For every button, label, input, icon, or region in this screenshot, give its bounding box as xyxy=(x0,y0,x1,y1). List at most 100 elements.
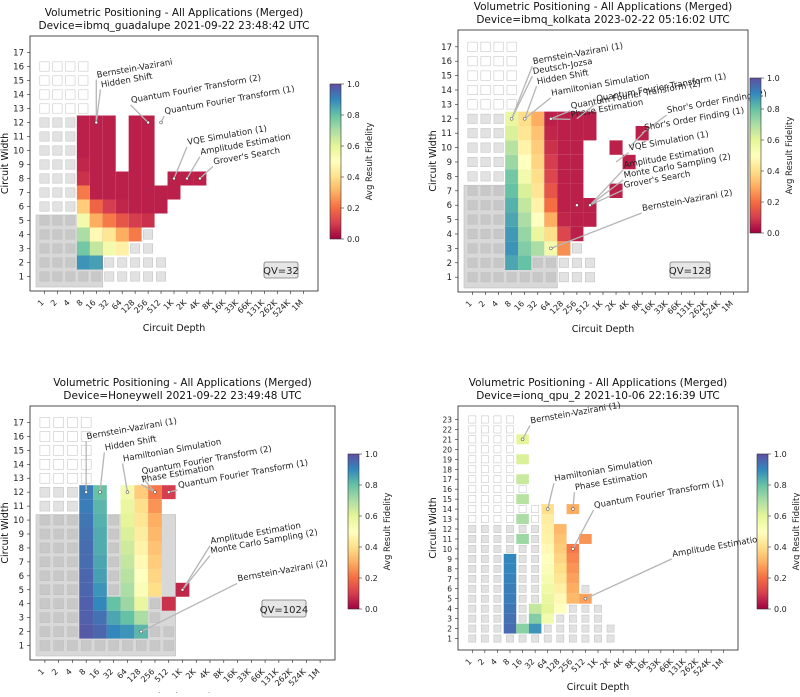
grid-box xyxy=(53,598,64,609)
grid-box xyxy=(468,445,477,454)
grid-box xyxy=(52,103,63,114)
grid-box xyxy=(117,257,128,268)
chart-panel-1: Volumetric Positioning - All Application… xyxy=(0,7,375,334)
grid-box xyxy=(65,131,76,142)
fidelity-cell xyxy=(128,171,142,186)
grid-box xyxy=(53,431,64,442)
x-tick-label: 1M xyxy=(307,667,322,682)
fidelity-cell xyxy=(557,140,571,155)
y-tick-label: 20 xyxy=(442,445,452,454)
annotation-leader xyxy=(550,118,571,121)
fidelity-cell xyxy=(106,624,121,639)
grid-box xyxy=(519,272,530,283)
colorbar-tick-label: 0.4 xyxy=(774,543,787,552)
fidelity-cell xyxy=(505,241,519,256)
grid-box xyxy=(108,542,119,554)
colorbar-tick-label: 1.0 xyxy=(365,450,378,459)
fidelity-cell xyxy=(93,540,107,555)
grid-box xyxy=(67,486,78,498)
fidelity-cell xyxy=(79,582,94,597)
grid-box xyxy=(481,485,489,494)
grid-box xyxy=(53,612,64,623)
grid-box xyxy=(53,528,64,540)
app-marker xyxy=(159,120,163,125)
annotation-leader xyxy=(99,452,106,493)
grid-box xyxy=(506,41,517,52)
grid-box xyxy=(493,574,502,583)
y-tick-label: 1 xyxy=(19,642,24,652)
fidelity-cell xyxy=(570,183,584,198)
grid-box xyxy=(493,415,502,424)
fidelity-cell xyxy=(148,527,162,541)
grid-box xyxy=(493,243,504,254)
app-marker xyxy=(172,176,176,181)
grid-box xyxy=(493,56,504,67)
grid-box xyxy=(65,159,76,170)
grid-box xyxy=(39,243,50,254)
colorbar-tick-label: 0.6 xyxy=(767,136,780,145)
fidelity-cell xyxy=(544,226,558,242)
grid-box xyxy=(468,574,477,583)
fidelity-cell xyxy=(518,212,532,227)
grid-box xyxy=(531,555,539,563)
grid-box xyxy=(506,85,517,95)
y-tick-label: 2 xyxy=(19,628,24,638)
grid-box xyxy=(149,612,161,623)
fidelity-cell xyxy=(544,154,558,170)
fidelity-cell xyxy=(544,212,558,227)
app-marker xyxy=(522,117,527,121)
fidelity-cell xyxy=(148,499,162,514)
grid-box xyxy=(39,271,50,282)
grid-box xyxy=(163,640,174,651)
grid-box xyxy=(53,556,64,568)
fidelity-cell xyxy=(544,183,558,198)
fidelity-cell xyxy=(554,563,567,574)
grid-box xyxy=(480,229,491,239)
grid-box xyxy=(532,257,543,268)
grid-box xyxy=(52,257,63,268)
grid-box xyxy=(481,634,489,643)
grid-box xyxy=(506,505,514,513)
y-tick-label: 8 xyxy=(447,565,452,574)
grid-box xyxy=(493,445,502,454)
grid-box xyxy=(506,455,514,464)
grid-box xyxy=(569,604,577,613)
grid-box xyxy=(480,70,491,81)
grid-box xyxy=(39,640,51,651)
y-tick-label: 13 xyxy=(442,515,452,524)
colorbar xyxy=(749,77,762,234)
qv-badge xyxy=(261,599,307,618)
y-tick-label: 6 xyxy=(19,572,24,582)
grid-box xyxy=(518,594,527,603)
grid-box xyxy=(39,417,51,428)
fidelity-cell xyxy=(518,226,532,242)
fidelity-cell xyxy=(557,169,571,184)
colorbar-tick-label: 0.2 xyxy=(767,198,780,207)
grid-box xyxy=(67,417,78,428)
fidelity-cell xyxy=(134,596,149,611)
y-tick-label: 6 xyxy=(19,203,24,213)
grid-box xyxy=(52,145,63,156)
fidelity-cell xyxy=(79,568,94,583)
colorbar-tick-label: 0.6 xyxy=(774,512,787,521)
y-tick-label: 13 xyxy=(13,474,24,484)
app-marker xyxy=(146,120,150,125)
fidelity-cell xyxy=(505,154,519,170)
y-tick-label: 11 xyxy=(13,502,24,512)
grid-box xyxy=(518,614,527,623)
colorbar-tick-label: 0.8 xyxy=(347,111,360,120)
grid-box xyxy=(108,528,119,540)
fidelity-cell xyxy=(528,613,542,624)
grid-box xyxy=(531,594,539,603)
fidelity-cell xyxy=(516,533,529,544)
fidelity-cell xyxy=(503,593,517,604)
grid-box xyxy=(481,564,489,573)
grid-box xyxy=(78,75,89,86)
grid-box xyxy=(467,171,478,182)
x-tick-label: 4K xyxy=(617,299,631,313)
grid-box xyxy=(39,570,51,582)
fidelity-cell xyxy=(89,213,103,228)
grid-box xyxy=(67,514,78,526)
fidelity-cell xyxy=(79,610,94,625)
y-tick-label: 19 xyxy=(442,455,452,464)
